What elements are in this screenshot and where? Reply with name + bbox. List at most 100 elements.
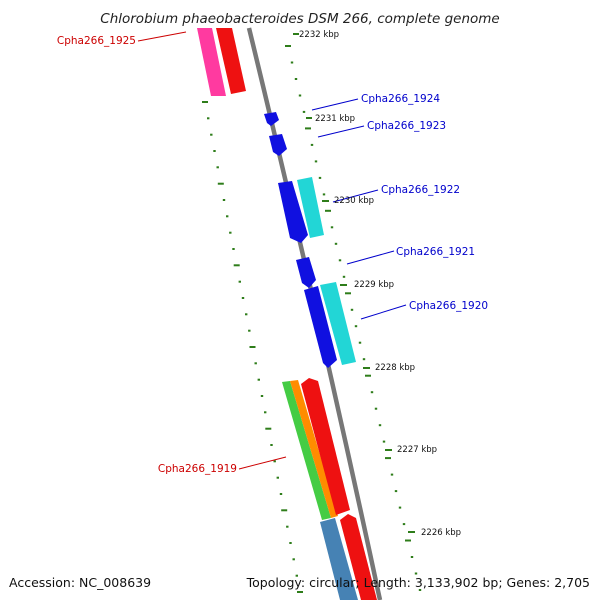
label-cpha266-1924[interactable]: Cpha266_1924 <box>361 93 440 105</box>
inner-tick <box>222 199 226 201</box>
outer-tick <box>302 110 306 113</box>
inner-tick <box>226 215 229 218</box>
inner-tick <box>292 558 295 561</box>
cog-feature-green[interactable] <box>282 381 331 520</box>
outer-tick <box>322 193 326 196</box>
outer-tick <box>385 457 391 460</box>
outer-tick <box>398 506 402 509</box>
outer-tick <box>350 308 354 311</box>
outer-tick <box>318 176 322 179</box>
outer-tick <box>354 325 358 328</box>
inner-tick <box>257 378 260 381</box>
inner-tick <box>265 427 272 430</box>
outer-tick <box>390 473 394 476</box>
accession-text: Accession: NC_008639 <box>9 575 152 590</box>
label-cpha266-1925[interactable]: Cpha266_1925 <box>57 35 136 47</box>
leader-1920 <box>360 304 407 320</box>
cds-cpha266-1921[interactable] <box>296 257 316 288</box>
scale-label-2229: 2229 kbp <box>354 280 394 290</box>
scale-label-2227: 2227 kbp <box>397 445 437 455</box>
outer-tick <box>358 341 362 344</box>
outer-tick <box>345 292 351 295</box>
outer-tick <box>414 572 418 575</box>
outer-tick <box>305 127 311 130</box>
inner-tick <box>216 166 219 169</box>
outer-tick <box>338 259 342 262</box>
outer-tick <box>405 539 411 542</box>
outer-tick <box>378 424 382 427</box>
leader-1919 <box>238 456 287 470</box>
inner-tick <box>295 574 298 577</box>
outer-tick <box>410 556 414 558</box>
label-cpha266-1921[interactable]: Cpha266_1921 <box>396 246 475 258</box>
cds-cpha266-1925[interactable] <box>216 28 246 94</box>
inner-tick <box>276 476 279 479</box>
inner-tick <box>264 411 267 414</box>
inner-tick <box>281 509 288 512</box>
scale-label-2226: 2226 kbp <box>421 528 461 538</box>
outer-tick <box>310 143 314 146</box>
outer-tick <box>365 374 371 377</box>
inner-tick <box>248 329 251 332</box>
inner-tick <box>273 460 276 463</box>
inner-tick <box>210 133 213 136</box>
outer-tick <box>294 78 298 80</box>
leader-1924 <box>311 98 359 111</box>
outer-tick <box>394 490 398 493</box>
cog-feature-steelblue[interactable] <box>320 518 358 600</box>
scale-label-2228: 2228 kbp <box>375 363 415 373</box>
inner-tick <box>238 280 241 283</box>
scale-label-2230: 2230 kbp <box>334 196 374 206</box>
label-cpha266-1922[interactable]: Cpha266_1922 <box>381 184 460 196</box>
leader-1921 <box>346 250 395 265</box>
inner-tick <box>207 117 210 120</box>
cds-cpha266-1923[interactable] <box>269 134 287 156</box>
inner-tick-track <box>202 101 303 593</box>
topology-text: Topology: circular; Length: 3,133,902 bp… <box>246 575 590 590</box>
cds-cpha266-1919[interactable] <box>301 378 350 515</box>
label-cpha266-1919[interactable]: Cpha266_1919 <box>158 463 237 475</box>
label-leaders <box>137 31 407 470</box>
inner-tick <box>245 313 248 316</box>
cog-feature-cyan-1922[interactable] <box>297 177 324 238</box>
cds-cpha266-1920[interactable] <box>304 286 337 368</box>
scale-label-2232: 2232 kbp <box>299 30 339 40</box>
inner-tick <box>229 231 232 234</box>
outer-tick <box>374 407 378 410</box>
inner-tick <box>241 297 245 299</box>
inner-tick <box>217 182 224 185</box>
outer-tick <box>342 275 346 278</box>
outer-tick <box>314 160 318 163</box>
scale-labels: 2232 kbp 2231 kbp 2230 kbp 2229 kbp 2228… <box>293 30 461 538</box>
label-cpha266-1923[interactable]: Cpha266_1923 <box>367 120 446 132</box>
leader-1922 <box>332 189 379 203</box>
cog-feature-orange[interactable] <box>290 380 338 518</box>
inner-tick <box>213 150 216 152</box>
inner-tick <box>233 264 240 267</box>
outer-tick <box>382 440 386 443</box>
inner-tick <box>279 493 283 495</box>
leader-1923 <box>317 125 365 138</box>
outer-tick <box>298 94 302 97</box>
inner-tick <box>289 542 292 544</box>
outer-tick <box>370 391 374 394</box>
outer-tick <box>418 589 422 591</box>
label-cpha266-1920[interactable]: Cpha266_1920 <box>409 300 488 312</box>
outer-tick <box>362 358 366 361</box>
outer-tick <box>330 226 334 229</box>
inner-tick <box>254 362 257 365</box>
cog-feature-pink[interactable] <box>197 28 226 96</box>
outer-tick <box>290 61 294 64</box>
cds-cpha266-1922[interactable] <box>278 181 308 243</box>
outer-tick <box>402 523 406 526</box>
feature-tracks <box>197 28 377 600</box>
inner-tick <box>232 248 235 250</box>
cds-bottom-red[interactable] <box>340 514 377 600</box>
inner-tick <box>249 346 256 348</box>
outer-tick <box>325 209 331 212</box>
inner-tick <box>260 395 264 397</box>
cog-feature-cyan-1920[interactable] <box>320 282 356 365</box>
cds-cpha266-1924[interactable] <box>264 112 279 126</box>
scale-label-2231: 2231 kbp <box>315 114 355 124</box>
